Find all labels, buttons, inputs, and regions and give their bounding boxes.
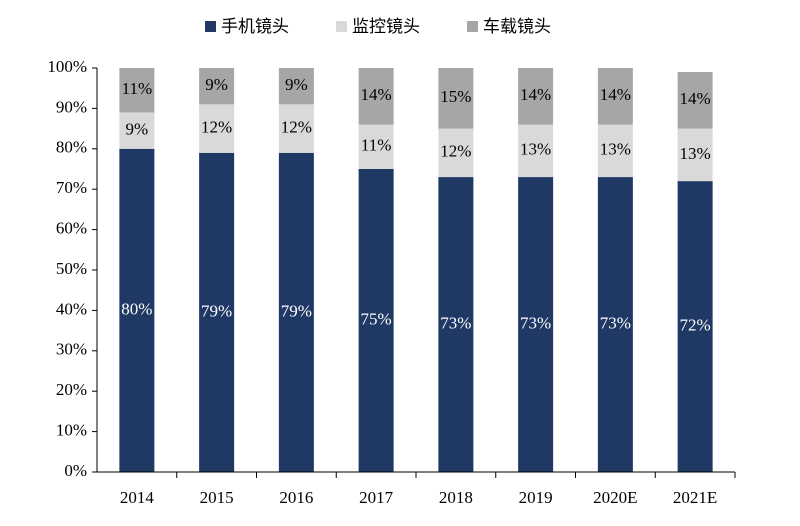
bar-segment (358, 169, 394, 472)
legend-swatch (467, 21, 478, 32)
data-label: 11% (361, 136, 392, 155)
x-tick-label: 2015 (200, 488, 234, 507)
legend-swatch (336, 21, 347, 32)
bar-segment (278, 104, 314, 153)
bar-segment (597, 124, 633, 178)
data-label: 73% (520, 313, 551, 332)
legend-label: 手机镜头 (221, 17, 289, 37)
data-label: 75% (361, 309, 392, 328)
y-tick-label: 10% (56, 421, 87, 440)
data-label: 73% (440, 313, 471, 332)
data-label: 9% (126, 120, 149, 139)
data-label: 79% (201, 301, 232, 320)
data-label: 12% (440, 142, 471, 161)
bar-segment (358, 68, 394, 125)
data-label: 11% (122, 79, 153, 98)
bar-segment (119, 68, 155, 113)
data-label: 14% (680, 89, 711, 108)
legend-label: 监控镜头 (352, 17, 420, 37)
data-label: 12% (201, 118, 232, 137)
data-label: 15% (440, 87, 471, 106)
data-label: 13% (520, 140, 551, 159)
bar-segment (518, 124, 554, 178)
bar-segment (278, 68, 314, 105)
bar-segment (199, 152, 235, 472)
data-label: 14% (361, 85, 392, 104)
bar-segment (677, 72, 713, 129)
bar-segment (597, 177, 633, 472)
x-tick-label: 2018 (439, 488, 473, 507)
bar-segment (119, 148, 155, 473)
y-tick-label: 60% (56, 219, 87, 238)
data-label: 13% (600, 140, 631, 159)
y-tick-label: 30% (56, 340, 87, 359)
bar-segment (199, 68, 235, 105)
y-tick-label: 20% (56, 380, 87, 399)
bar-segment (518, 68, 554, 125)
bar-segment (438, 68, 474, 129)
data-label: 73% (600, 313, 631, 332)
data-label: 13% (680, 144, 711, 163)
data-label: 14% (600, 85, 631, 104)
bar-segment (438, 177, 474, 472)
data-label: 12% (281, 118, 312, 137)
bar-segment (597, 68, 633, 125)
x-tick-label: 2017 (359, 488, 394, 507)
data-label: 9% (285, 75, 308, 94)
y-tick-label: 0% (64, 461, 87, 480)
data-label: 80% (121, 299, 152, 318)
data-label: 79% (281, 301, 312, 320)
legend-label: 车载镜头 (483, 17, 551, 37)
bar-segment (677, 181, 713, 472)
x-tick-label: 2019 (519, 488, 553, 507)
x-tick-label: 2021E (673, 488, 717, 507)
y-tick-label: 50% (56, 259, 87, 278)
y-tick-label: 70% (56, 178, 87, 197)
bar-segment (278, 152, 314, 472)
legend-swatch (205, 21, 216, 32)
x-tick-label: 2014 (120, 488, 155, 507)
y-tick-label: 80% (56, 138, 87, 157)
data-label: 72% (680, 315, 711, 334)
y-tick-label: 40% (56, 299, 87, 318)
x-tick-label: 2020E (593, 488, 637, 507)
bar-segment (358, 124, 394, 169)
data-label: 14% (520, 85, 551, 104)
bar-segment (438, 128, 474, 178)
x-tick-label: 2016 (279, 488, 313, 507)
data-label: 9% (205, 75, 228, 94)
y-tick-label: 100% (47, 57, 87, 76)
bar-segment (518, 177, 554, 472)
bar-segment (677, 128, 713, 182)
y-tick-label: 90% (56, 97, 87, 116)
bar-segment (119, 112, 155, 149)
bar-segment (199, 104, 235, 153)
